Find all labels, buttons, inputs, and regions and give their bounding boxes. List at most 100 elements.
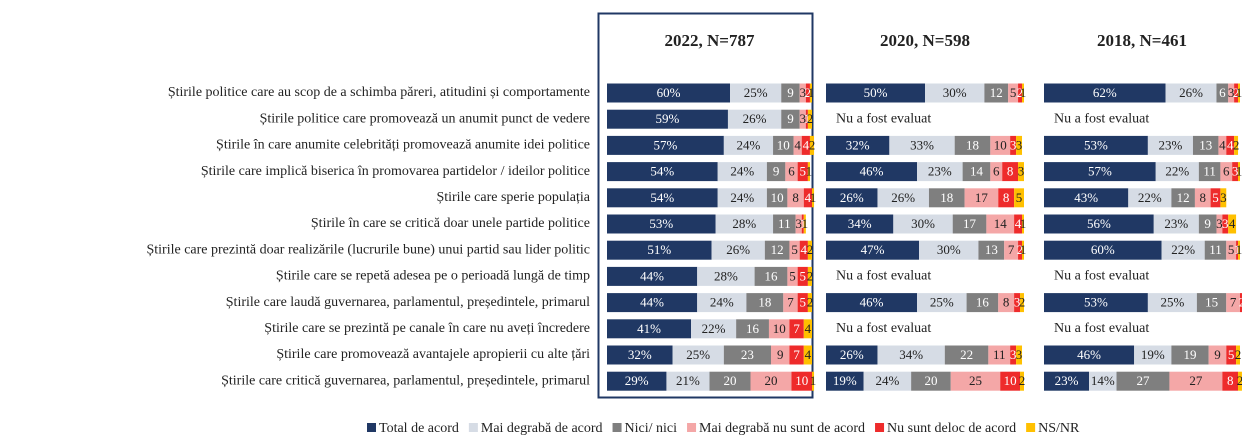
bar-segment [691,319,737,339]
value-label: 15 [1205,295,1218,310]
bar-segment [952,214,987,234]
bar-segment [795,214,802,234]
bar-segment [1134,345,1172,365]
value-label: 4 [1229,216,1236,231]
bar-segment [711,240,765,260]
bar-segment [799,109,806,129]
value-label: 2 [809,137,816,152]
value-label: 1 [1236,242,1242,257]
bar-segment [803,345,812,365]
bar-segment [666,371,710,391]
bar-segment [750,371,792,391]
value-label: 26% [891,190,915,205]
value-label: 9 [773,164,780,179]
category-label: Știrile care laudă guvernarea, parlament… [226,295,590,310]
value-label: 16 [765,268,779,283]
value-label: 23 [741,347,754,362]
category-label: Știrile care sperie populația [436,190,590,205]
value-label: 8 [1007,164,1014,179]
value-label: 34% [899,347,923,362]
panel-title: 2018, N=461 [1097,31,1187,50]
bar-segment [1220,188,1227,208]
value-label: 11 [993,347,1006,362]
category-label: Știrile politice care au scop de a schim… [168,85,590,100]
value-label: 1 [802,216,809,231]
bar-segment [809,135,815,155]
value-label: 53% [1084,137,1108,152]
bar-segment [1216,83,1229,103]
category-label: Știrile care prezintă doar realizările (… [146,242,590,257]
bar-segment [1192,135,1219,155]
bar-segment [1014,293,1021,313]
value-label: 29% [625,373,649,388]
bar-segment [1014,214,1023,234]
bar-segment [805,109,808,129]
bar-segment [1014,188,1024,208]
value-label: 13 [985,242,998,257]
bar-segment [727,109,782,129]
value-label: 10 [773,321,786,336]
value-label: 1 [1020,85,1027,100]
category-label: Știrile care se repetă adesea pe o perio… [276,269,590,284]
bar-segment [1198,214,1217,234]
bar-segment [1016,135,1023,155]
bar-segment [803,214,806,234]
value-label: 4 [801,242,808,257]
value-label: 2 [1017,242,1024,257]
bar-segment [607,83,730,103]
value-label: 30% [911,216,935,231]
value-label: 22% [1165,164,1189,179]
value-label: 1 [1236,164,1242,179]
value-label: 20 [924,373,937,388]
value-label: 23% [1164,216,1188,231]
value-label: 12 [1177,190,1190,205]
bar-segment [1008,83,1019,103]
value-label: 2 [1233,137,1240,152]
value-label: 25% [686,347,710,362]
bar-segment [1018,162,1024,182]
value-label: 34% [848,216,872,231]
bar-segment [766,188,788,208]
bar-segment [1044,371,1090,391]
bar-segment [746,293,784,313]
legend-swatch [612,423,622,432]
value-label: 4 [1219,137,1226,152]
bar-segment [807,266,812,286]
bar-segment [877,345,945,365]
bar-segment [787,266,798,286]
value-label: 60% [657,85,681,100]
bar-segment [1194,188,1211,208]
value-label: 1 [800,216,807,231]
bar-segment [1204,240,1227,260]
bar-segment [889,135,955,155]
value-label: 7 [1230,295,1237,310]
bar-segment [799,240,808,260]
value-label: 23% [928,164,952,179]
bar-segment [607,109,728,129]
value-label: 5 [1010,85,1017,100]
value-label: 9 [787,111,794,126]
value-label: 2 [1019,295,1026,310]
bar-segment [966,293,999,313]
not-evaluated: Nu a fost evaluat [836,269,931,284]
value-label: 4 [805,347,812,362]
bar-segment [998,188,1015,208]
value-label: 3 [1222,216,1229,231]
legend-swatch [1026,423,1036,432]
bar-segment [1220,162,1233,182]
bar-segment [1218,135,1227,155]
bar-segment [807,162,810,182]
value-label: 6 [1223,164,1230,179]
value-label: 18 [966,137,979,152]
value-label: 4 [805,190,812,205]
bar-segment [789,319,804,339]
bar-segment [607,188,718,208]
bar-segment [717,188,767,208]
bar-segment [1044,345,1135,365]
value-label: 26% [726,242,750,257]
bar-segment [826,214,894,234]
value-label: 26% [743,111,767,126]
value-label: 16 [746,321,760,336]
bar-segment [826,135,890,155]
bar-segment [781,109,800,129]
